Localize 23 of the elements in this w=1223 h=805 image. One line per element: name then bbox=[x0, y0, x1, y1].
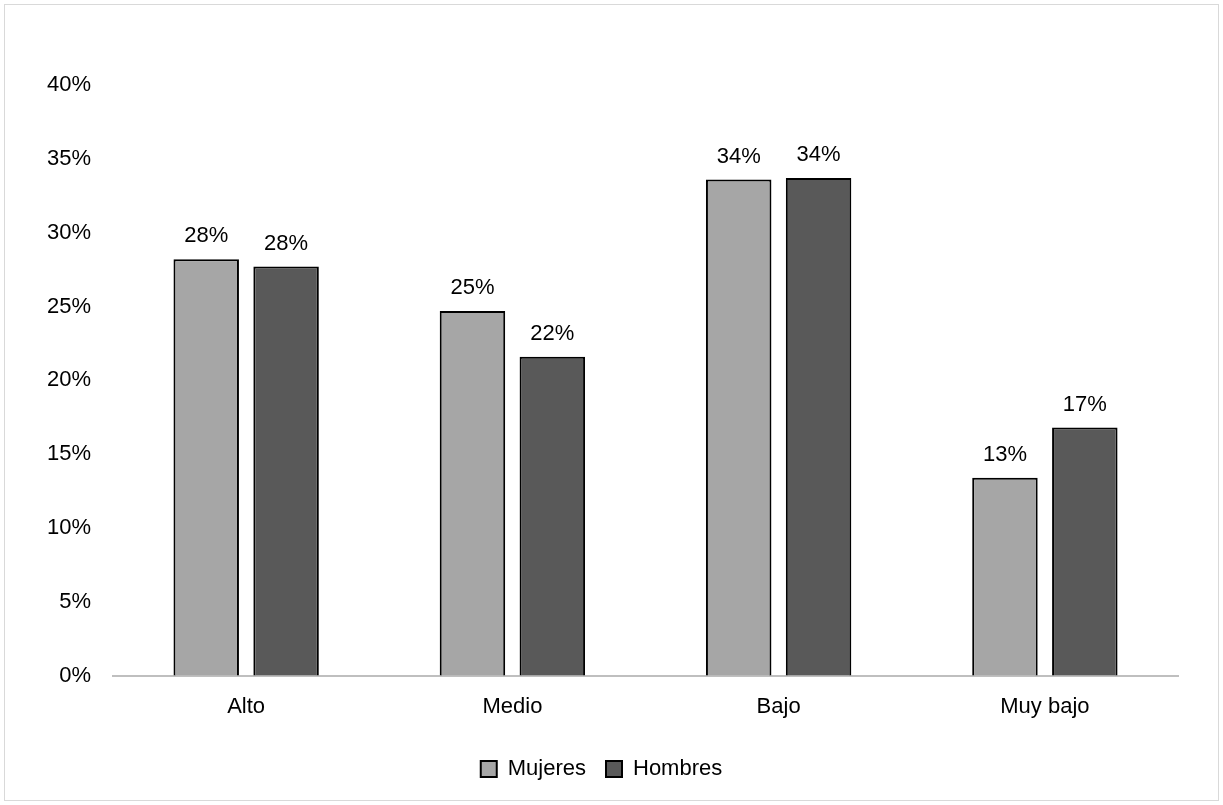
y-tick-label: 30% bbox=[46, 218, 92, 244]
data-label: 22% bbox=[530, 319, 575, 345]
data-label: 17% bbox=[1062, 390, 1107, 416]
y-tick-label: 5% bbox=[59, 587, 92, 613]
y-tick-label: 10% bbox=[46, 514, 92, 540]
data-label: 34% bbox=[796, 141, 841, 167]
y-tick-label: 20% bbox=[46, 366, 92, 392]
x-tick-label: Medio bbox=[482, 692, 543, 718]
y-tick-label: 25% bbox=[46, 292, 92, 318]
y-tick-label: 0% bbox=[59, 661, 92, 687]
x-tick-label: Bajo bbox=[756, 692, 801, 718]
legend-label: Mujeres bbox=[507, 755, 586, 781]
data-label: 34% bbox=[716, 142, 761, 168]
y-tick-label: 35% bbox=[46, 144, 92, 170]
x-tick-label: Muy bajo bbox=[1000, 692, 1090, 718]
y-tick-label: 15% bbox=[46, 440, 92, 466]
data-label: 28% bbox=[264, 229, 309, 255]
y-tick-label: 40% bbox=[46, 71, 92, 97]
data-label: 28% bbox=[184, 222, 229, 248]
legend-label: Hombres bbox=[633, 755, 723, 781]
data-label: 13% bbox=[982, 440, 1027, 466]
x-tick-label: Alto bbox=[227, 692, 266, 718]
data-label: 25% bbox=[450, 273, 495, 299]
